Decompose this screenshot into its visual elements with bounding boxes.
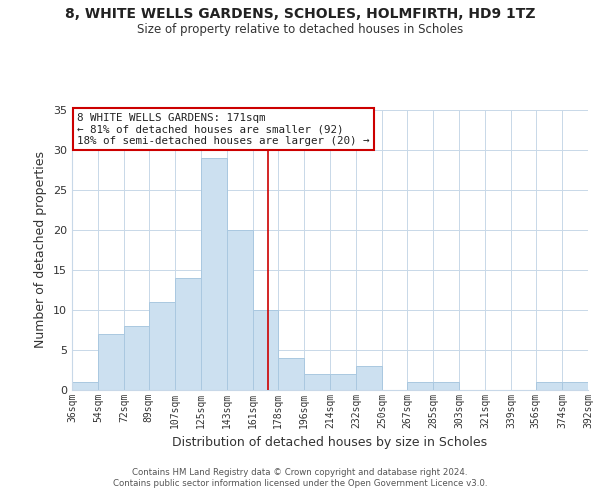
X-axis label: Distribution of detached houses by size in Scholes: Distribution of detached houses by size …: [172, 436, 488, 450]
Text: Contains HM Land Registry data © Crown copyright and database right 2024.
Contai: Contains HM Land Registry data © Crown c…: [113, 468, 487, 487]
Bar: [330, 374, 356, 390]
Bar: [278, 358, 304, 390]
Text: 8, WHITE WELLS GARDENS, SCHOLES, HOLMFIRTH, HD9 1TZ: 8, WHITE WELLS GARDENS, SCHOLES, HOLMFIR…: [65, 8, 535, 22]
Bar: [72, 382, 98, 390]
Text: Size of property relative to detached houses in Scholes: Size of property relative to detached ho…: [137, 22, 463, 36]
Bar: [536, 382, 562, 390]
Bar: [227, 230, 253, 390]
Bar: [175, 278, 201, 390]
Bar: [562, 382, 588, 390]
Bar: [149, 302, 175, 390]
Text: 8 WHITE WELLS GARDENS: 171sqm
← 81% of detached houses are smaller (92)
18% of s: 8 WHITE WELLS GARDENS: 171sqm ← 81% of d…: [77, 113, 370, 146]
Bar: [98, 334, 124, 390]
Y-axis label: Number of detached properties: Number of detached properties: [34, 152, 47, 348]
Bar: [201, 158, 227, 390]
Bar: [253, 310, 278, 390]
Bar: [304, 374, 330, 390]
Bar: [356, 366, 382, 390]
Bar: [124, 326, 149, 390]
Bar: [433, 382, 459, 390]
Bar: [407, 382, 433, 390]
